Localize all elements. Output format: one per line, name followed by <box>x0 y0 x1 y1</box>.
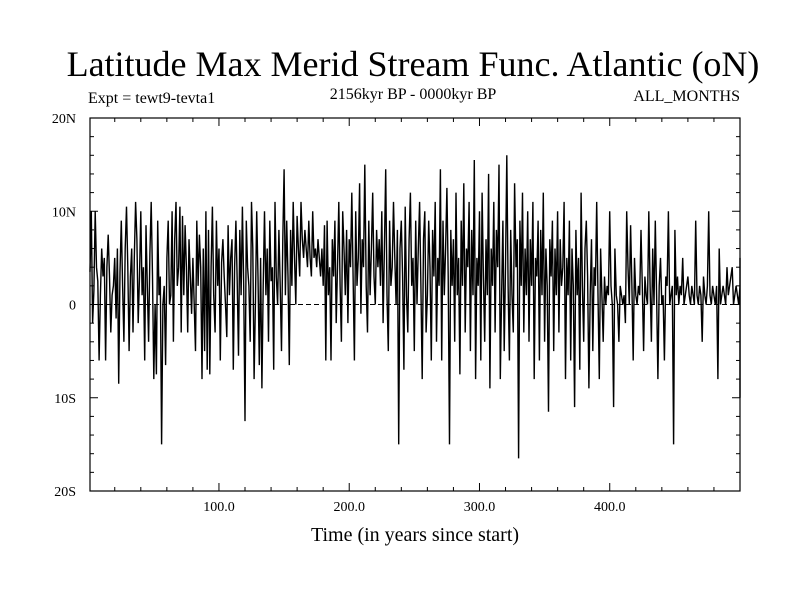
x-tick-label: 300.0 <box>464 500 496 515</box>
series-layer <box>89 155 741 459</box>
y-tick-label: 0 <box>69 299 76 314</box>
x-tick-label: 400.0 <box>594 500 626 515</box>
y-tick-label: 10S <box>54 392 76 407</box>
months-label: ALL_MONTHS <box>633 88 740 105</box>
series-line-0 <box>89 155 741 459</box>
experiment-label: Expt = tewt9-tevta1 <box>88 90 216 107</box>
period-label: 2156kyr BP - 0000kyr BP <box>329 86 497 103</box>
tick-layer: 100.0 200.0 300.0 400.0 20S 10S 0 10N 20N <box>52 112 740 515</box>
x-tick-label: 200.0 <box>333 500 365 515</box>
y-tick-label: 10N <box>52 205 76 220</box>
chart-title: Latitude Max Merid Stream Func. Atlantic… <box>66 44 760 84</box>
x-axis-label: Time (in years since start) <box>310 524 520 546</box>
y-tick-label: 20N <box>52 112 76 127</box>
y-tick-label: 20S <box>54 485 76 500</box>
x-tick-label: 100.0 <box>203 500 235 515</box>
